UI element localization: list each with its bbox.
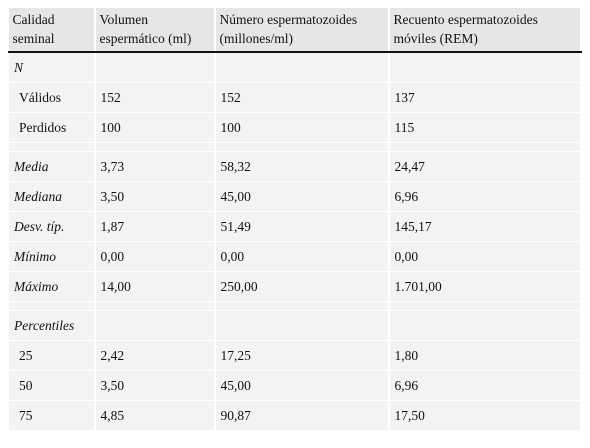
value-cell: 3,73 [94, 151, 216, 182]
spacer-cell [94, 142, 216, 152]
value-cell: 6,96 [388, 181, 582, 212]
value-cell: 51,49 [214, 211, 390, 242]
value-cell: 6,96 [388, 370, 582, 401]
value-cell: 145,17 [388, 211, 582, 242]
spacer-cell [214, 142, 390, 152]
row-label: 75 [8, 400, 96, 431]
value-cell: 1,80 [388, 340, 582, 371]
value-cell: 17,25 [214, 340, 390, 371]
row-label: N [8, 51, 96, 83]
value-cell: 3,50 [94, 370, 216, 401]
spacer-row [8, 142, 582, 152]
row-label: 25 [8, 340, 96, 371]
data-row: Mínimo 0,00 0,00 0,00 [8, 241, 582, 272]
value-cell: 4,85 [94, 400, 216, 431]
header-cell: Número espermatozoides (millones/ml) [214, 8, 390, 53]
data-row: 50 3,50 45,00 6,96 [8, 370, 582, 401]
section-heading-row: N [8, 51, 582, 83]
value-cell: 152 [94, 82, 216, 113]
row-label: Perdidos [8, 112, 96, 143]
row-label: Media [8, 151, 96, 182]
data-row: Media 3,73 58,32 24,47 [8, 151, 582, 182]
empty-cell [214, 51, 390, 83]
spacer-cell [388, 301, 582, 311]
data-row: 75 4,85 90,87 17,50 [8, 400, 582, 431]
empty-cell [214, 310, 390, 341]
value-cell: 90,87 [214, 400, 390, 431]
spacer-cell [8, 301, 96, 311]
empty-cell [94, 310, 216, 341]
stats-table: Calidad seminal Volumen espermático (ml) N… [8, 8, 582, 431]
header-cell: Recuento espermatozoides móviles (REM) [388, 8, 582, 53]
row-label: Desv. típ. [8, 211, 96, 242]
row-label: Mínimo [8, 241, 96, 272]
value-cell: 115 [388, 112, 582, 143]
spacer-cell [8, 142, 96, 152]
row-label: Válidos [8, 82, 96, 113]
data-row: Mediana 3,50 45,00 6,96 [8, 181, 582, 212]
section-heading-row: Percentiles [8, 310, 582, 341]
value-cell: 3,50 [94, 181, 216, 212]
value-cell: 100 [94, 112, 216, 143]
row-label: 50 [8, 370, 96, 401]
value-cell: 14,00 [94, 271, 216, 302]
header-cell: Volumen espermático (ml) [94, 8, 216, 53]
value-cell: 250,00 [214, 271, 390, 302]
data-row: 25 2,42 17,25 1,80 [8, 340, 582, 371]
value-cell: 45,00 [214, 370, 390, 401]
spacer-cell [94, 301, 216, 311]
value-cell: 137 [388, 82, 582, 113]
value-cell: 17,50 [388, 400, 582, 431]
row-label: Máximo [8, 271, 96, 302]
empty-cell [94, 51, 216, 83]
data-row: Máximo 14,00 250,00 1.701,00 [8, 271, 582, 302]
value-cell: 0,00 [388, 241, 582, 272]
value-cell: 2,42 [94, 340, 216, 371]
data-row: Perdidos 100 100 115 [8, 112, 582, 143]
value-cell: 0,00 [214, 241, 390, 272]
spacer-cell [388, 142, 582, 152]
value-cell: 24,47 [388, 151, 582, 182]
value-cell: 0,00 [94, 241, 216, 272]
spacer-row [8, 301, 582, 311]
header-row: Calidad seminal Volumen espermático (ml) N… [8, 8, 582, 53]
value-cell: 1.701,00 [388, 271, 582, 302]
value-cell: 58,32 [214, 151, 390, 182]
row-label: Mediana [8, 181, 96, 212]
empty-cell [388, 310, 582, 341]
header-cell: Calidad seminal [8, 8, 96, 53]
value-cell: 100 [214, 112, 390, 143]
value-cell: 1,87 [94, 211, 216, 242]
value-cell: 45,00 [214, 181, 390, 212]
value-cell: 152 [214, 82, 390, 113]
empty-cell [388, 51, 582, 83]
data-row: Válidos 152 152 137 [8, 82, 582, 113]
row-label: Percentiles [8, 310, 96, 341]
data-row: Desv. típ. 1,87 51,49 145,17 [8, 211, 582, 242]
table-body: N Válidos 152 152 137 Perdidos 100 100 115 Media 3… [8, 51, 582, 431]
spacer-cell [214, 301, 390, 311]
